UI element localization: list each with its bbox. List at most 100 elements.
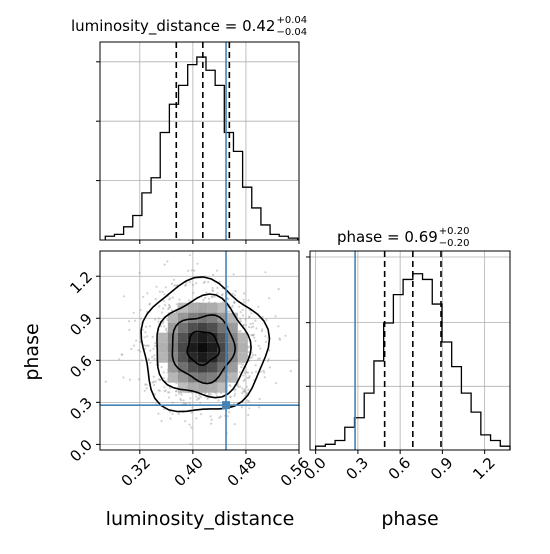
scatter-point bbox=[128, 328, 131, 331]
panel-background bbox=[310, 251, 510, 450]
scatter-point bbox=[151, 335, 154, 338]
scatter-point bbox=[243, 390, 246, 393]
y-tick-label: 0.3 bbox=[66, 394, 96, 424]
scatter-point bbox=[153, 393, 157, 396]
scatter-point bbox=[149, 361, 152, 364]
scatter-point bbox=[254, 364, 257, 367]
scatter-point bbox=[210, 295, 213, 298]
scatter-point bbox=[146, 292, 149, 295]
scatter-point bbox=[205, 291, 208, 294]
x-tick-label: 0.40 bbox=[171, 454, 207, 490]
scatter-point bbox=[259, 347, 262, 350]
scatter-point bbox=[251, 353, 254, 356]
density-cell bbox=[197, 352, 208, 363]
scatter-point bbox=[168, 298, 171, 301]
density-cell bbox=[177, 372, 188, 383]
density-cell bbox=[217, 342, 228, 353]
title-main-text: luminosity_distance = 0.42 bbox=[71, 17, 275, 36]
scatter-point bbox=[169, 306, 172, 309]
scatter-point bbox=[264, 271, 267, 274]
scatter-point bbox=[238, 330, 241, 333]
scatter-point bbox=[167, 396, 171, 399]
scatter-point bbox=[167, 307, 170, 311]
scatter-point bbox=[152, 380, 155, 383]
scatter-point bbox=[175, 382, 178, 385]
scatter-point bbox=[263, 376, 266, 379]
scatter-point bbox=[158, 378, 162, 381]
y-tick-label: 1.2 bbox=[66, 268, 96, 298]
scatter-point bbox=[171, 296, 174, 299]
scatter-point bbox=[153, 383, 156, 387]
scatter-point bbox=[231, 304, 234, 307]
scatter-point bbox=[231, 292, 234, 296]
scatter-point bbox=[207, 280, 210, 284]
scatter-point bbox=[255, 327, 258, 330]
density-cell bbox=[197, 372, 208, 383]
scatter-point bbox=[218, 280, 221, 283]
scatter-point bbox=[199, 395, 202, 398]
scatter-point bbox=[246, 399, 249, 402]
scatter-point bbox=[238, 371, 241, 374]
scatter-point bbox=[242, 324, 245, 327]
scatter-point bbox=[238, 385, 242, 388]
x-tick-label: 0.3 bbox=[342, 454, 372, 484]
truth-marker bbox=[222, 401, 231, 410]
scatter-point bbox=[233, 301, 236, 304]
density-cell bbox=[237, 342, 248, 353]
scatter-point bbox=[229, 395, 232, 398]
scatter-point bbox=[247, 345, 250, 348]
density-cell bbox=[187, 352, 198, 363]
scatter-point bbox=[118, 358, 121, 361]
scatter-point bbox=[153, 342, 157, 345]
scatter-point bbox=[139, 317, 143, 320]
scatter-point bbox=[172, 278, 176, 281]
scatter-point bbox=[195, 417, 198, 420]
scatter-point bbox=[192, 283, 195, 287]
scatter-point bbox=[139, 308, 142, 311]
scatter-point bbox=[154, 297, 157, 301]
scatter-point bbox=[158, 305, 161, 308]
scatter-point bbox=[209, 415, 212, 418]
title-plus-text: +0.20 bbox=[439, 226, 470, 237]
scatter-point bbox=[182, 399, 185, 402]
scatter-point bbox=[141, 359, 144, 362]
scatter-point bbox=[277, 288, 280, 291]
scatter-point bbox=[216, 292, 219, 295]
scatter-point bbox=[132, 344, 136, 347]
scatter-point bbox=[158, 389, 161, 392]
density-cell bbox=[207, 302, 218, 313]
scatter-point bbox=[268, 297, 271, 300]
density-cell bbox=[197, 362, 208, 373]
scatter-point bbox=[242, 324, 245, 327]
scatter-point bbox=[257, 305, 260, 308]
scatter-point bbox=[179, 397, 182, 401]
scatter-point bbox=[153, 354, 156, 357]
density-cell bbox=[187, 362, 198, 373]
scatter-point bbox=[251, 322, 254, 325]
histogram-step bbox=[104, 56, 299, 240]
density-cell bbox=[207, 312, 218, 323]
scatter-point bbox=[242, 390, 245, 393]
scatter-point bbox=[242, 374, 245, 377]
scatter-point bbox=[155, 285, 158, 288]
scatter-point bbox=[192, 291, 195, 294]
scatter-point bbox=[210, 422, 213, 425]
scatter-point bbox=[187, 299, 191, 302]
scatter-point bbox=[264, 335, 267, 338]
scatter-point bbox=[159, 378, 162, 382]
scatter-point bbox=[262, 369, 265, 372]
scatter-point bbox=[196, 398, 199, 401]
scatter-point bbox=[241, 308, 244, 311]
scatter-point bbox=[234, 388, 237, 391]
density-cell bbox=[177, 362, 188, 373]
scatter-point bbox=[242, 298, 245, 301]
scatter-point bbox=[175, 394, 178, 397]
scatter-point bbox=[139, 341, 142, 344]
scatter-point bbox=[154, 344, 157, 348]
scatter-point bbox=[163, 293, 166, 296]
density-cell bbox=[217, 372, 228, 383]
scatter-point bbox=[166, 260, 169, 263]
scatter-point bbox=[209, 393, 213, 396]
scatter-point bbox=[157, 378, 160, 381]
density-cell bbox=[187, 332, 198, 343]
